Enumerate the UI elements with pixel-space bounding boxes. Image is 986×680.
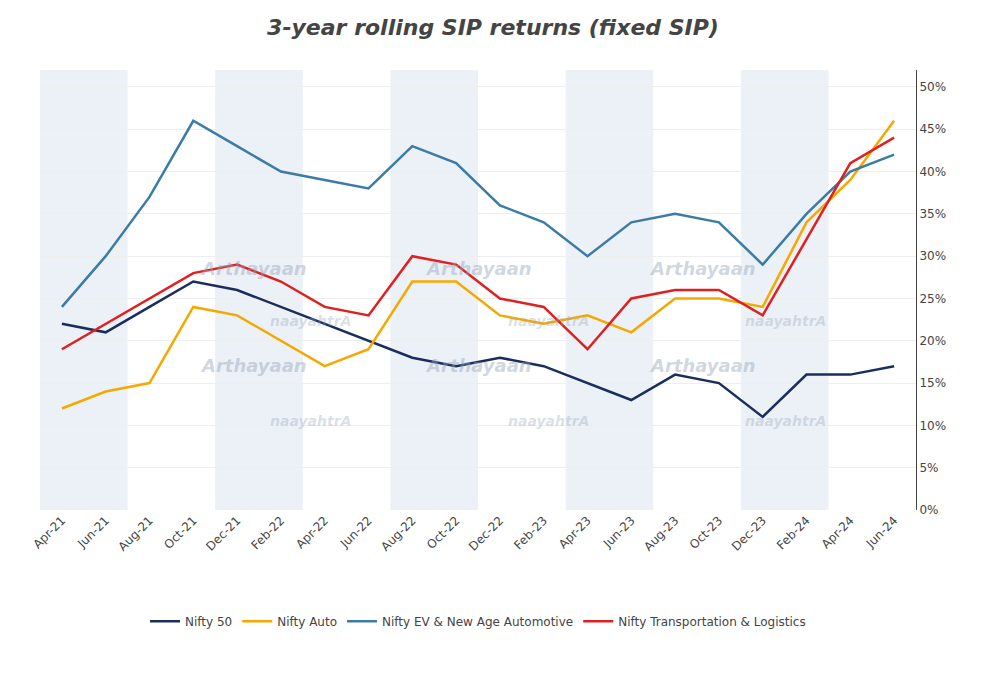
svg-text:30%: 30% — [919, 249, 946, 263]
svg-text:Apr-24: Apr-24 — [819, 513, 857, 551]
svg-text:naayahtrA: naayahtrA — [508, 413, 589, 429]
svg-text:5%: 5% — [919, 461, 938, 475]
svg-text:Feb-22: Feb-22 — [248, 513, 287, 552]
svg-text:Arthayaan: Arthayaan — [200, 355, 307, 376]
svg-text:naayahtrA: naayahtrA — [745, 413, 826, 429]
svg-text:Arthayaan: Arthayaan — [425, 355, 532, 376]
svg-text:naayahtrA: naayahtrA — [270, 413, 351, 429]
svg-text:Nifty EV & New Age Automotive: Nifty EV & New Age Automotive — [382, 615, 573, 629]
svg-text:naayahtrA: naayahtrA — [270, 313, 351, 329]
svg-text:Oct-21: Oct-21 — [161, 513, 199, 551]
svg-text:Jun-22: Jun-22 — [337, 513, 375, 551]
svg-text:Oct-23: Oct-23 — [687, 513, 725, 551]
svg-text:Arthayaan: Arthayaan — [649, 355, 756, 376]
svg-text:Jun-24: Jun-24 — [863, 513, 901, 551]
svg-text:20%: 20% — [919, 334, 946, 348]
svg-text:Aug-21: Aug-21 — [116, 513, 156, 553]
svg-text:naayahtrA: naayahtrA — [508, 313, 589, 329]
svg-text:Jun-21: Jun-21 — [74, 513, 112, 551]
svg-text:Feb-24: Feb-24 — [774, 513, 813, 552]
svg-text:Apr-22: Apr-22 — [293, 513, 331, 551]
svg-text:Nifty 50: Nifty 50 — [185, 615, 232, 629]
svg-text:Dec-23: Dec-23 — [729, 513, 769, 553]
svg-text:Oct-22: Oct-22 — [424, 513, 462, 551]
svg-text:Dec-21: Dec-21 — [203, 513, 243, 553]
svg-text:Arthayaan: Arthayaan — [649, 258, 756, 279]
svg-text:Dec-22: Dec-22 — [466, 513, 506, 553]
svg-text:15%: 15% — [919, 376, 946, 390]
svg-text:Aug-23: Aug-23 — [641, 513, 681, 553]
svg-text:0%: 0% — [919, 503, 938, 517]
svg-text:10%: 10% — [919, 419, 946, 433]
svg-text:naayahtrA: naayahtrA — [745, 313, 826, 329]
svg-text:40%: 40% — [919, 165, 946, 179]
svg-text:Aug-22: Aug-22 — [378, 513, 418, 553]
svg-text:Nifty Transportation & Logisti: Nifty Transportation & Logistics — [618, 615, 806, 629]
svg-text:Apr-21: Apr-21 — [30, 513, 68, 551]
svg-text:Arthayaan: Arthayaan — [200, 258, 307, 279]
svg-text:25%: 25% — [919, 292, 946, 306]
svg-text:Arthayaan: Arthayaan — [425, 258, 532, 279]
svg-text:35%: 35% — [919, 207, 946, 221]
svg-text:Nifty Auto: Nifty Auto — [277, 615, 337, 629]
svg-text:Feb-23: Feb-23 — [511, 513, 550, 552]
svg-text:50%: 50% — [919, 80, 946, 94]
svg-text:Jun-23: Jun-23 — [600, 513, 638, 551]
svg-text:45%: 45% — [919, 122, 946, 136]
svg-text:3-year rolling SIP returns (fi: 3-year rolling SIP returns (fixed SIP) — [267, 15, 719, 40]
svg-text:Apr-23: Apr-23 — [556, 513, 594, 551]
